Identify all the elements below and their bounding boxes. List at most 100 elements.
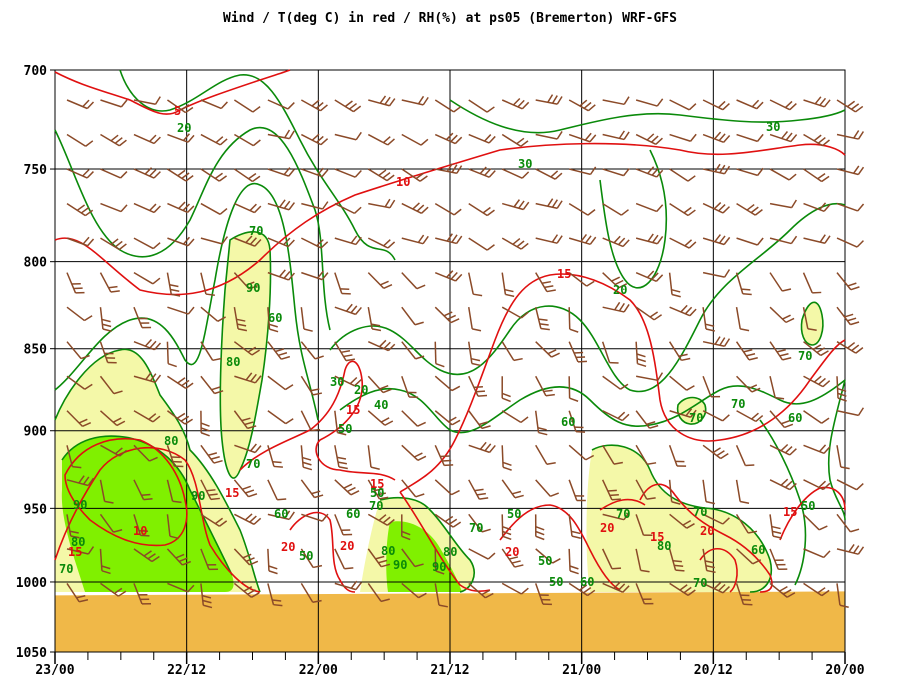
rh-label: 70 [469, 521, 483, 535]
wind-barb [66, 168, 94, 179]
wind-barb [267, 269, 295, 281]
wind-barb [267, 510, 295, 521]
wind-barb [669, 99, 697, 111]
x-tick-label: 21/12 [430, 663, 469, 678]
wind-barb [568, 132, 597, 143]
wind-barb [836, 165, 865, 176]
wind-barb [535, 234, 563, 244]
wind-barb [166, 272, 181, 297]
wind-barb [334, 445, 348, 470]
wind-barb [635, 133, 663, 145]
y-tick-label: 700 [24, 64, 48, 79]
wind-barb [66, 375, 93, 390]
rh-label: 90 [393, 558, 407, 572]
wind-barb [66, 546, 95, 555]
wind-barb [367, 410, 394, 426]
wind-barb [702, 479, 715, 505]
wind-barb [534, 306, 550, 331]
wind-barb [769, 514, 782, 539]
wind-barb [367, 479, 389, 500]
wind-barb [501, 272, 515, 298]
wind-barb [334, 235, 362, 246]
wind-barb [133, 410, 161, 423]
wind-barb [334, 580, 362, 591]
wind-barb [334, 479, 360, 496]
wind-barb [368, 95, 396, 107]
wind-barb [501, 97, 530, 110]
wind-barb [401, 341, 425, 360]
wind-barb [769, 99, 797, 111]
wind-barb [803, 375, 831, 388]
wind-barb [702, 410, 730, 422]
wind-barb [602, 235, 630, 248]
wind-barb [200, 272, 215, 297]
wind-barb [167, 375, 194, 389]
wind-barb [434, 341, 445, 368]
wind-barb [66, 202, 94, 217]
y-tick-label: 950 [24, 502, 48, 517]
wind-barb [769, 582, 796, 598]
wind-barb [267, 445, 283, 468]
wind-barb [535, 341, 560, 358]
wind-barb [200, 99, 228, 110]
wind-barb [100, 444, 128, 457]
wind-barb [501, 341, 523, 362]
temp-contour [239, 360, 396, 481]
rh-label: 60 [580, 575, 594, 589]
temp-label: 15 [557, 267, 571, 281]
y-tick-label: 900 [24, 425, 48, 440]
wind-barb [334, 272, 351, 295]
wind-barb [735, 444, 755, 467]
wind-barb [66, 306, 93, 322]
temp-contour [64, 438, 188, 547]
wind-barb [669, 202, 696, 217]
wind-barb [334, 375, 362, 387]
wind-barb [133, 202, 161, 214]
wind-barb [468, 582, 494, 599]
wind-barb [435, 233, 463, 245]
wind-barb [401, 375, 419, 398]
wind-barb [133, 371, 162, 383]
rh-light-region-patch2 [801, 302, 823, 345]
wind-barb [501, 479, 524, 499]
rh-contour [827, 379, 846, 521]
wind-barb [300, 410, 321, 432]
wind-barb [66, 99, 95, 110]
wind-barb [434, 513, 462, 528]
wind-barb [301, 270, 329, 281]
wind-barb [635, 306, 663, 321]
rh-label: 30 [518, 157, 532, 171]
temp-label: 15 [346, 403, 360, 417]
wind-barb [133, 479, 153, 501]
wind-barb [301, 237, 329, 249]
wind-barb [367, 307, 382, 332]
wind-barb [100, 133, 127, 147]
wind-barb [300, 445, 313, 471]
rh-label: 70 [249, 224, 263, 238]
rh-label: 80 [381, 544, 395, 558]
rh-label: 50 [801, 499, 815, 513]
wind-barb [602, 96, 630, 106]
wind-barb [100, 168, 128, 179]
wind-barb [434, 202, 462, 216]
wind-barb [233, 307, 248, 332]
wind-barb [166, 445, 184, 468]
wind-barb [301, 167, 329, 178]
wind-barb [401, 272, 426, 290]
wind-barb [434, 410, 461, 426]
wind-barb [601, 341, 619, 364]
wind-barb [300, 548, 323, 569]
rh-label: 70 [689, 411, 703, 425]
wind-barb [167, 582, 195, 593]
wind-barb [803, 444, 831, 455]
wind-barb [133, 96, 161, 105]
wind-barb [367, 582, 390, 603]
rh-contour [599, 149, 668, 289]
wind-barb [200, 375, 224, 395]
wind-barb [468, 410, 491, 430]
wind-barb [501, 514, 512, 541]
wind-barb [267, 237, 295, 248]
wind-barb [568, 410, 586, 433]
wind-barb [669, 168, 696, 182]
